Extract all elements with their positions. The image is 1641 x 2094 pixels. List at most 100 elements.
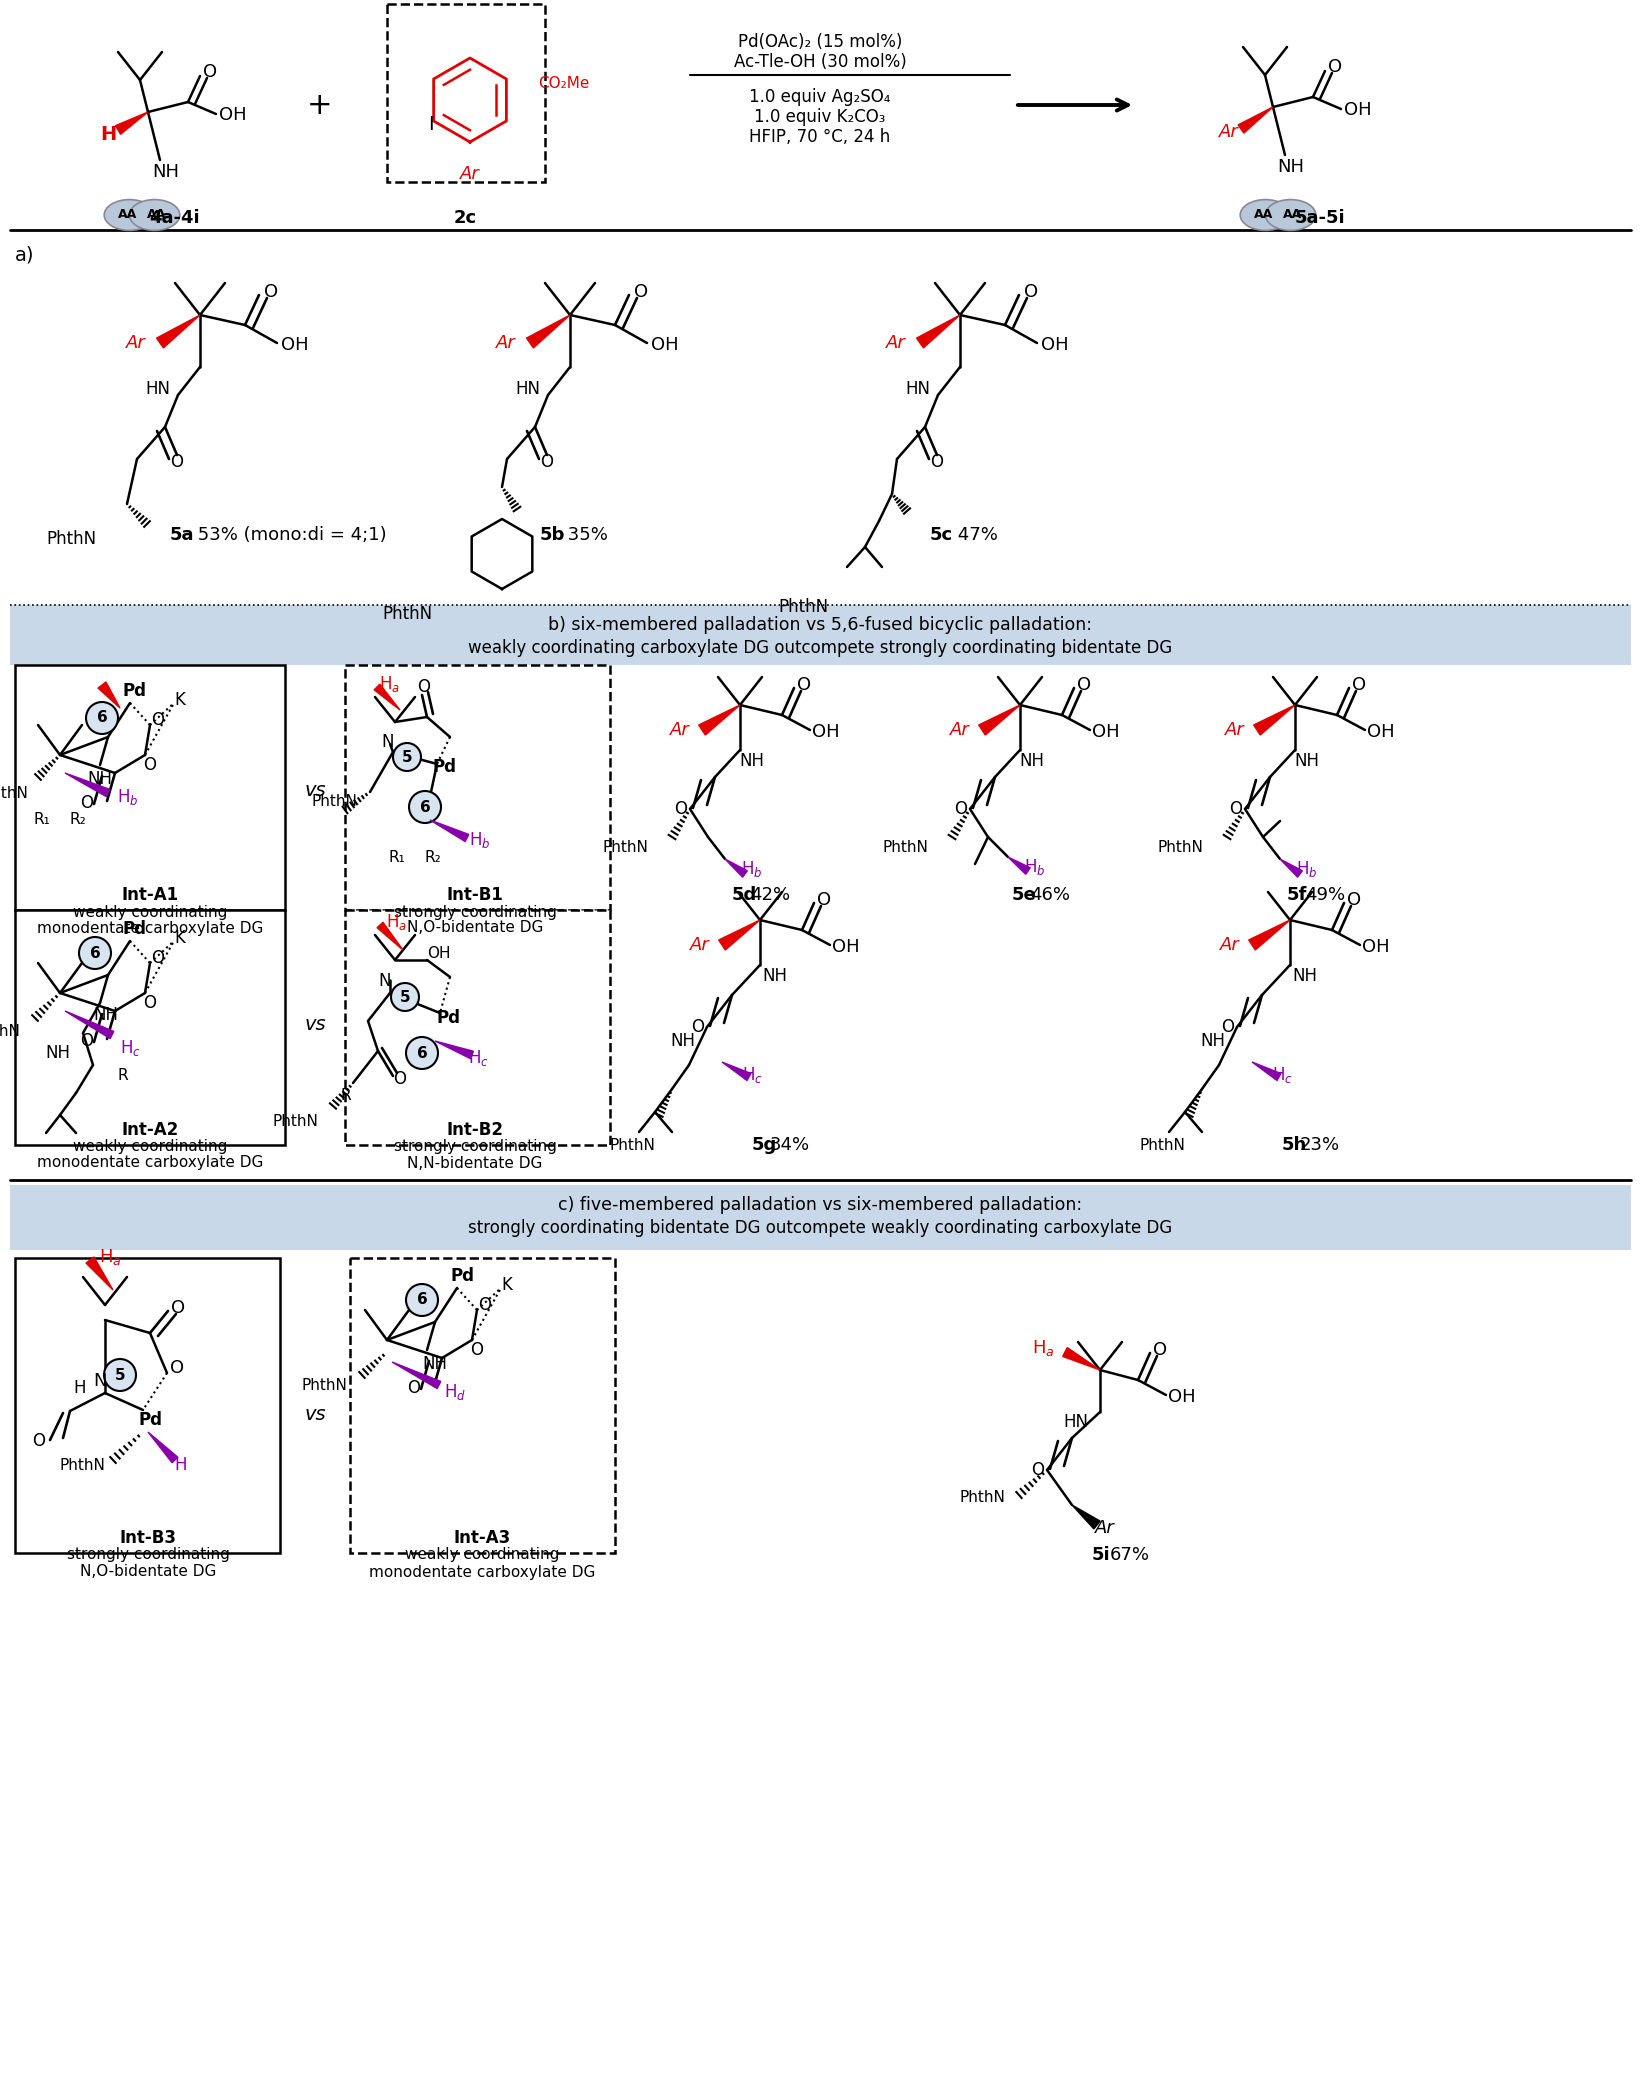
Text: AA: AA	[1283, 209, 1303, 222]
Text: O: O	[471, 1340, 484, 1359]
Text: OH: OH	[812, 722, 840, 741]
Polygon shape	[156, 314, 200, 348]
Text: weakly coordinating: weakly coordinating	[72, 1139, 226, 1154]
Text: Ar: Ar	[459, 165, 479, 182]
Text: O: O	[417, 678, 430, 695]
Text: Int-B1: Int-B1	[446, 886, 504, 905]
Text: K: K	[502, 1275, 512, 1294]
Text: PhthN: PhthN	[302, 1378, 346, 1393]
Text: vs: vs	[304, 1016, 327, 1034]
Text: O: O	[1076, 676, 1091, 693]
Text: CO₂Me: CO₂Me	[538, 77, 589, 92]
Text: O: O	[798, 676, 811, 693]
Polygon shape	[66, 1011, 113, 1039]
Text: R₂: R₂	[69, 812, 87, 827]
Text: a): a)	[15, 245, 34, 264]
Polygon shape	[374, 685, 400, 710]
Polygon shape	[978, 706, 1021, 735]
Text: PhthN: PhthN	[602, 840, 648, 854]
Circle shape	[79, 936, 112, 970]
Text: 5d: 5d	[732, 886, 757, 905]
Polygon shape	[1063, 1349, 1099, 1369]
Bar	[10, 605, 1631, 666]
Text: NH: NH	[1293, 967, 1318, 984]
Text: O: O	[151, 712, 164, 729]
Text: O: O	[143, 756, 156, 775]
Text: 5: 5	[115, 1367, 125, 1382]
Text: O: O	[80, 1032, 94, 1049]
Text: O: O	[171, 452, 184, 471]
Text: OH: OH	[220, 107, 246, 124]
Text: vs: vs	[304, 1405, 327, 1424]
Text: +: +	[307, 90, 333, 119]
Text: strongly coordinating: strongly coordinating	[394, 905, 556, 919]
Text: O: O	[1229, 800, 1242, 819]
Text: N,N-bidentate DG: N,N-bidentate DG	[407, 1156, 543, 1171]
Text: H$_b$: H$_b$	[1296, 859, 1318, 879]
Text: 5: 5	[402, 750, 412, 764]
Polygon shape	[1254, 706, 1295, 735]
Text: 23%: 23%	[1300, 1137, 1341, 1154]
Text: NH: NH	[740, 752, 765, 771]
Text: 5: 5	[400, 990, 410, 1005]
Bar	[350, 1258, 615, 1554]
Text: monodentate carboxylate DG: monodentate carboxylate DG	[369, 1564, 596, 1579]
Text: H$_a$: H$_a$	[387, 913, 407, 932]
Text: H$_a$: H$_a$	[379, 674, 400, 693]
Text: Ar: Ar	[1095, 1518, 1114, 1537]
Text: 49%: 49%	[1305, 886, 1346, 905]
Polygon shape	[430, 821, 469, 842]
Text: Pd: Pd	[139, 1411, 162, 1428]
Text: O: O	[171, 1359, 184, 1378]
Polygon shape	[115, 111, 148, 134]
Ellipse shape	[103, 199, 154, 230]
Text: 5c: 5c	[930, 526, 953, 544]
Polygon shape	[66, 773, 110, 796]
Polygon shape	[699, 706, 740, 735]
Text: OH: OH	[1168, 1388, 1196, 1405]
Text: Pd: Pd	[450, 1267, 474, 1286]
Text: 5f: 5f	[1287, 886, 1308, 905]
Text: O: O	[817, 892, 830, 909]
Text: Ac-Tle-OH (30 mol%): Ac-Tle-OH (30 mol%)	[734, 52, 906, 71]
Text: NH: NH	[94, 1005, 118, 1024]
Text: H$_b$: H$_b$	[117, 787, 139, 806]
Text: H$_a$: H$_a$	[98, 1248, 121, 1267]
Text: R₁: R₁	[33, 812, 51, 827]
Text: H$_b$: H$_b$	[469, 829, 491, 850]
Text: Pd: Pd	[123, 683, 148, 699]
Text: N: N	[379, 972, 391, 990]
Text: OH: OH	[427, 946, 451, 961]
Text: OH: OH	[1367, 722, 1395, 741]
Text: PhthN: PhthN	[1157, 840, 1203, 854]
Polygon shape	[1008, 856, 1031, 875]
Text: 5h: 5h	[1282, 1137, 1308, 1154]
Text: c) five-membered palladation vs six-membered palladation:: c) five-membered palladation vs six-memb…	[558, 1196, 1081, 1215]
Text: Ar: Ar	[1226, 720, 1246, 739]
Circle shape	[103, 1359, 136, 1390]
Text: PhthN: PhthN	[382, 605, 432, 624]
Text: K: K	[174, 930, 185, 946]
Text: N: N	[382, 733, 394, 752]
Text: NH: NH	[44, 1045, 71, 1062]
Text: O: O	[633, 283, 648, 302]
Text: O: O	[1154, 1340, 1167, 1359]
Text: 47%: 47%	[952, 526, 998, 544]
Text: Ar: Ar	[126, 335, 146, 352]
Text: NH: NH	[670, 1032, 696, 1049]
Text: Ar: Ar	[886, 335, 906, 352]
Text: O: O	[1031, 1462, 1044, 1478]
Text: K: K	[174, 691, 185, 710]
Text: 34%: 34%	[770, 1137, 811, 1154]
Text: 6: 6	[417, 1292, 427, 1307]
Text: NH: NH	[422, 1355, 448, 1374]
Bar	[345, 666, 610, 911]
Text: 4a-4i: 4a-4i	[149, 209, 200, 226]
Text: O: O	[930, 452, 944, 471]
Text: Int-B2: Int-B2	[446, 1120, 504, 1139]
Text: R₁: R₁	[389, 850, 405, 865]
Circle shape	[409, 792, 441, 823]
Text: N,O-bidentate DG: N,O-bidentate DG	[80, 1564, 217, 1579]
Polygon shape	[377, 921, 404, 951]
Text: Int-B3: Int-B3	[120, 1529, 177, 1547]
